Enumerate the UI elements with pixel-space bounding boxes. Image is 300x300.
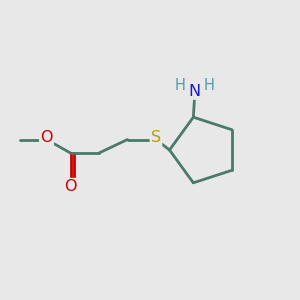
Text: N: N: [189, 84, 201, 99]
Text: H: H: [175, 79, 186, 94]
Text: O: O: [64, 179, 77, 194]
Text: S: S: [151, 130, 161, 146]
Text: O: O: [40, 130, 53, 146]
Text: H: H: [204, 79, 215, 94]
